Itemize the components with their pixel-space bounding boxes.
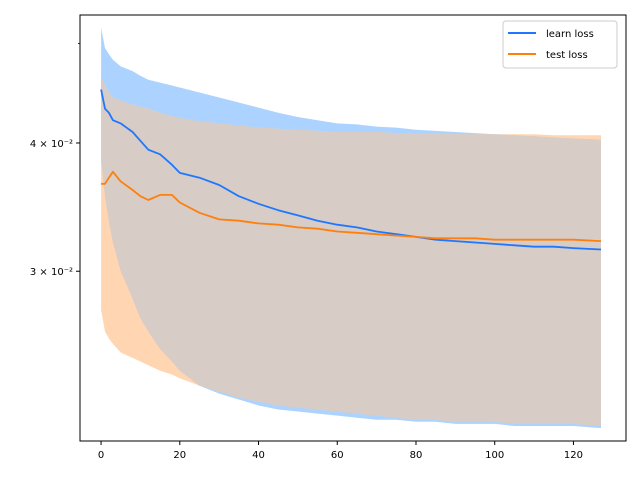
overlap-band: [101, 75, 601, 427]
x-tick-label: 100: [485, 450, 504, 461]
plot-area: [100, 27, 602, 429]
legend-label-test-loss: test loss: [546, 50, 588, 61]
y-tick-label: 3 × 10⁻²: [30, 267, 73, 278]
x-tick-label: 40: [252, 450, 265, 461]
x-tick-label: 80: [410, 450, 423, 461]
x-tick-label: 20: [173, 450, 186, 461]
x-tick-label: 120: [564, 450, 583, 461]
axes-frame: [79, 14, 627, 442]
y-tick-label: 4 × 10⁻²: [30, 139, 73, 150]
x-axis: 0 20 40 60 80 100 120: [98, 441, 583, 461]
legend-label-learn-loss: learn loss: [546, 29, 594, 40]
test-loss-line: [101, 170, 602, 242]
x-tick-label: 60: [331, 450, 344, 461]
x-tick-label: 0: [98, 450, 104, 461]
legend: learn loss test loss: [502, 20, 618, 69]
learn-loss-line: [100, 89, 602, 251]
y-axis: 3 × 10⁻² 4 × 10⁻²: [30, 43, 80, 278]
